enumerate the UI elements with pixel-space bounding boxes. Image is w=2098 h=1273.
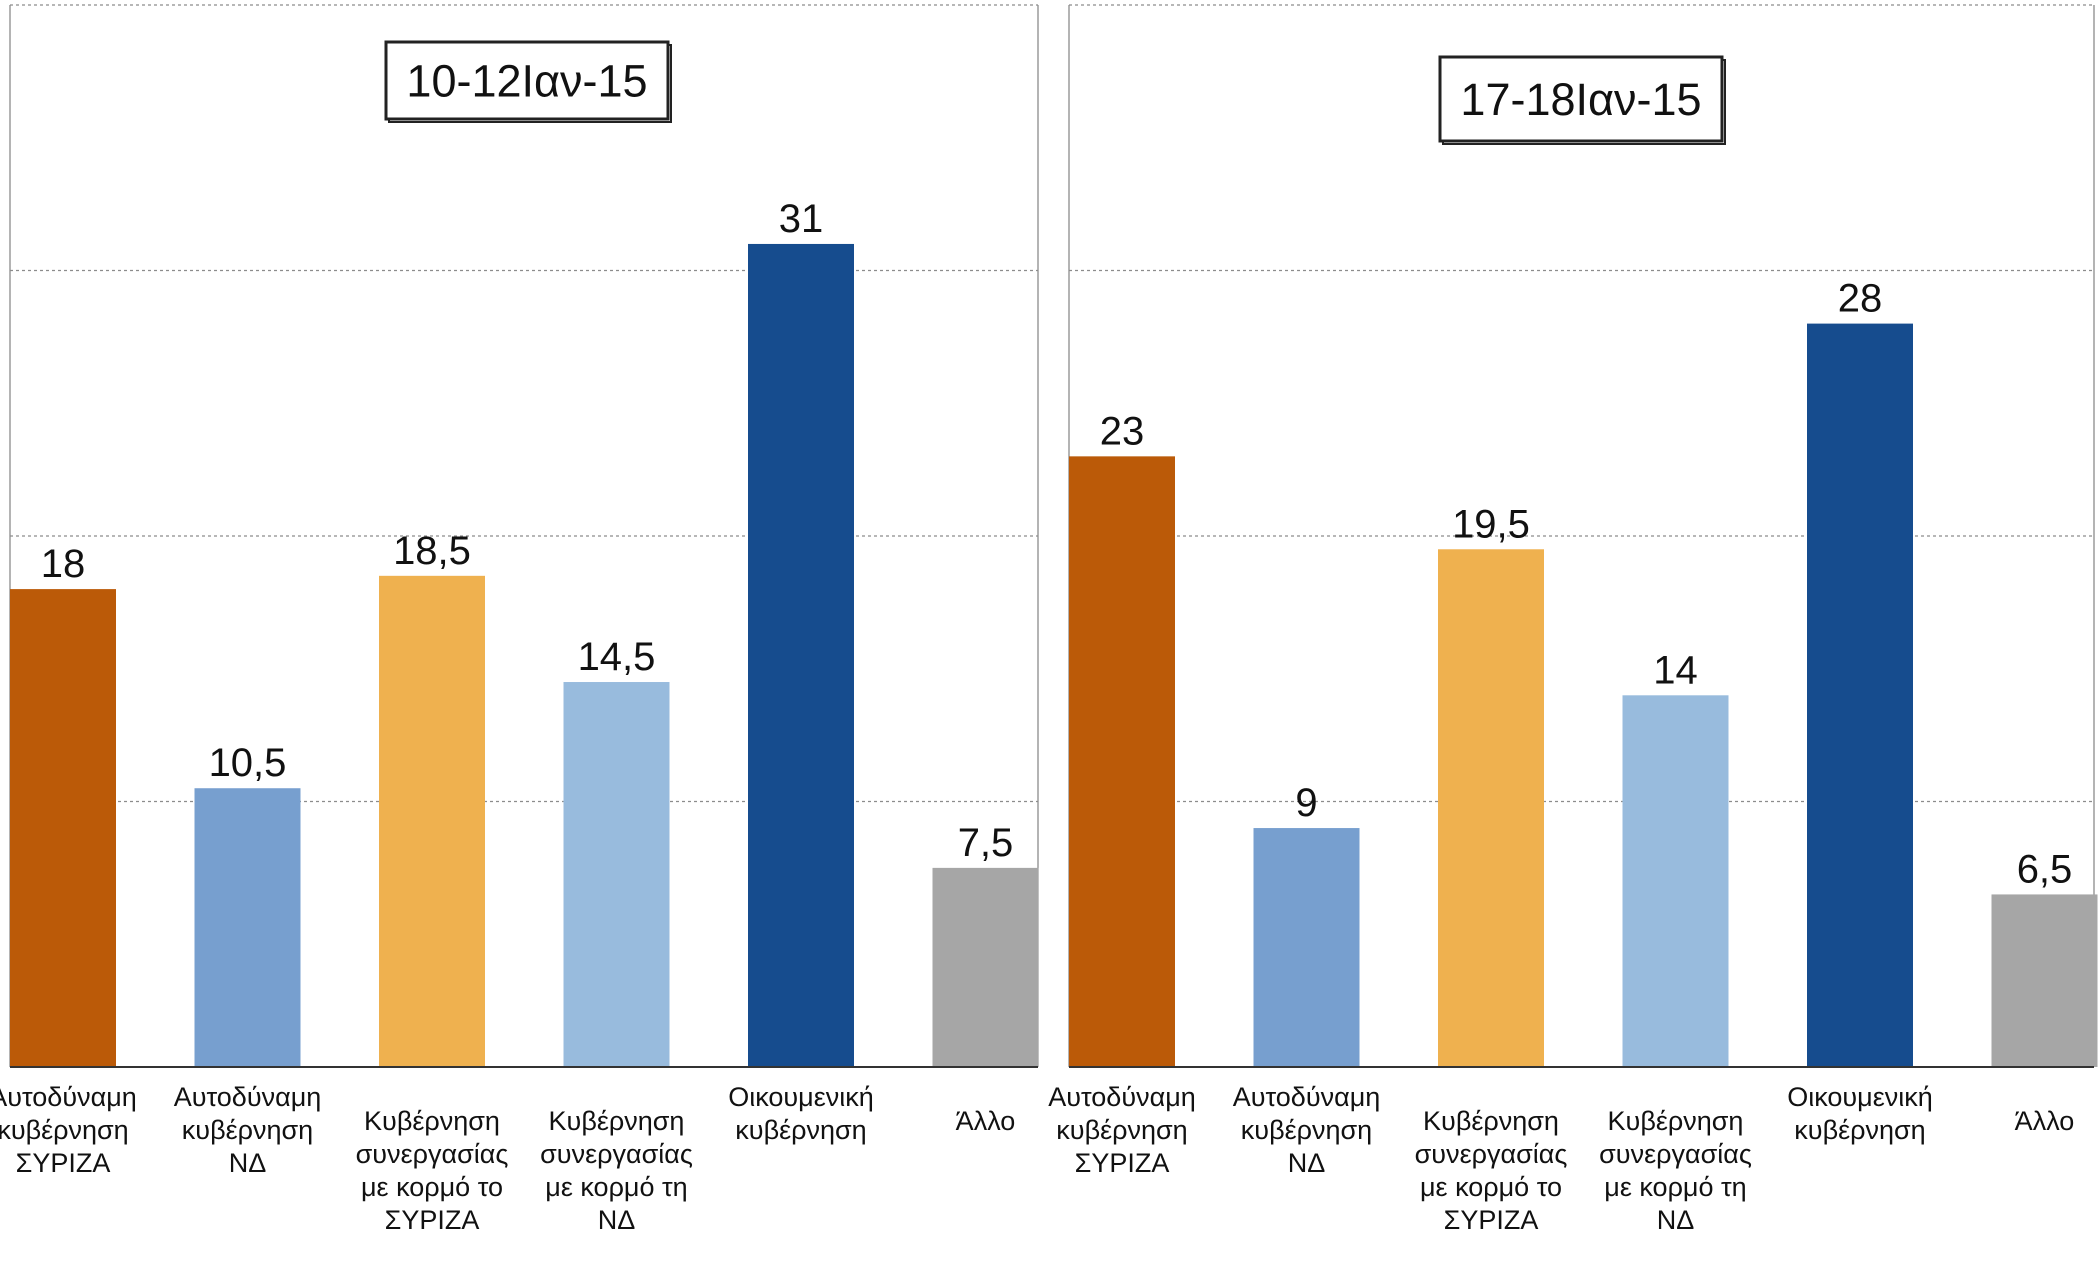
- data-label: 7,5: [958, 821, 1014, 865]
- category-label: Οικουμενική κυβέρνηση: [1787, 1082, 1933, 1145]
- category-label: Άλλο: [956, 1106, 1016, 1136]
- bar: [1807, 323, 1913, 1068]
- data-label: 23: [1100, 409, 1145, 453]
- data-label: 14: [1653, 648, 1698, 692]
- chart-panel-2: 23 Αυτοδύναμη κυβέρνηση ΣΥΡΙΖΑ 9 Αυτοδύναμη κυ…: [1048, 4, 2098, 1235]
- bar: [932, 867, 1039, 1067]
- category-label: Κυβέρνηση συνεργασίας με κορμό το ΣΥΡΙΖΑ: [356, 1106, 509, 1235]
- bar: [1253, 828, 1360, 1067]
- bar: [1622, 695, 1729, 1067]
- bar: [748, 243, 854, 1067]
- chart-title: 10-12Ιαν-15: [406, 56, 647, 107]
- bar: [194, 788, 301, 1067]
- bar: [379, 575, 485, 1067]
- data-label: 18,5: [393, 529, 471, 573]
- data-label: 19,5: [1452, 502, 1530, 546]
- data-label: 31: [779, 197, 824, 241]
- category-label: Κυβέρνηση συνεργασίας με κορμό το ΣΥΡΙΖΑ: [1415, 1106, 1568, 1235]
- data-label: 18: [41, 542, 86, 586]
- data-label: 9: [1295, 781, 1317, 825]
- category-label: Αυτοδύναμη κυβέρνηση ΝΔ: [174, 1082, 322, 1178]
- chart-panel-1: 18 Αυτοδύναμη κυβέρνηση ΣΥΡΙΖΑ 10,5 Αυτοδύναμ…: [0, 4, 1039, 1235]
- category-label: Αυτοδύναμη κυβέρνηση ΣΥΡΙΖΑ: [1048, 1082, 1196, 1178]
- bar: [1069, 456, 1175, 1068]
- category-label: Αυτοδύναμη κυβέρνηση ΣΥΡΙΖΑ: [0, 1082, 137, 1178]
- category-label: Κυβέρνηση συνεργασίας με κορμό τη ΝΔ: [540, 1106, 693, 1235]
- category-label: Κυβέρνηση συνεργασίας με κορμό τη ΝΔ: [1599, 1106, 1752, 1235]
- data-label: 10,5: [209, 741, 287, 785]
- data-label: 6,5: [2017, 847, 2073, 891]
- category-label: Άλλο: [2015, 1106, 2075, 1136]
- bar: [1991, 894, 2098, 1067]
- data-label: 14,5: [578, 635, 656, 679]
- data-label: 28: [1838, 277, 1883, 321]
- chart-title: 17-18Ιαν-15: [1460, 74, 1701, 125]
- title-box: [1438, 55, 1724, 143]
- bar: [563, 682, 670, 1067]
- bar: [1438, 549, 1544, 1067]
- category-label: Αυτοδύναμη κυβέρνηση ΝΔ: [1233, 1082, 1381, 1178]
- bar: [10, 589, 116, 1067]
- category-label: Οικουμενική κυβέρνηση: [728, 1082, 874, 1145]
- title-box: [384, 40, 670, 121]
